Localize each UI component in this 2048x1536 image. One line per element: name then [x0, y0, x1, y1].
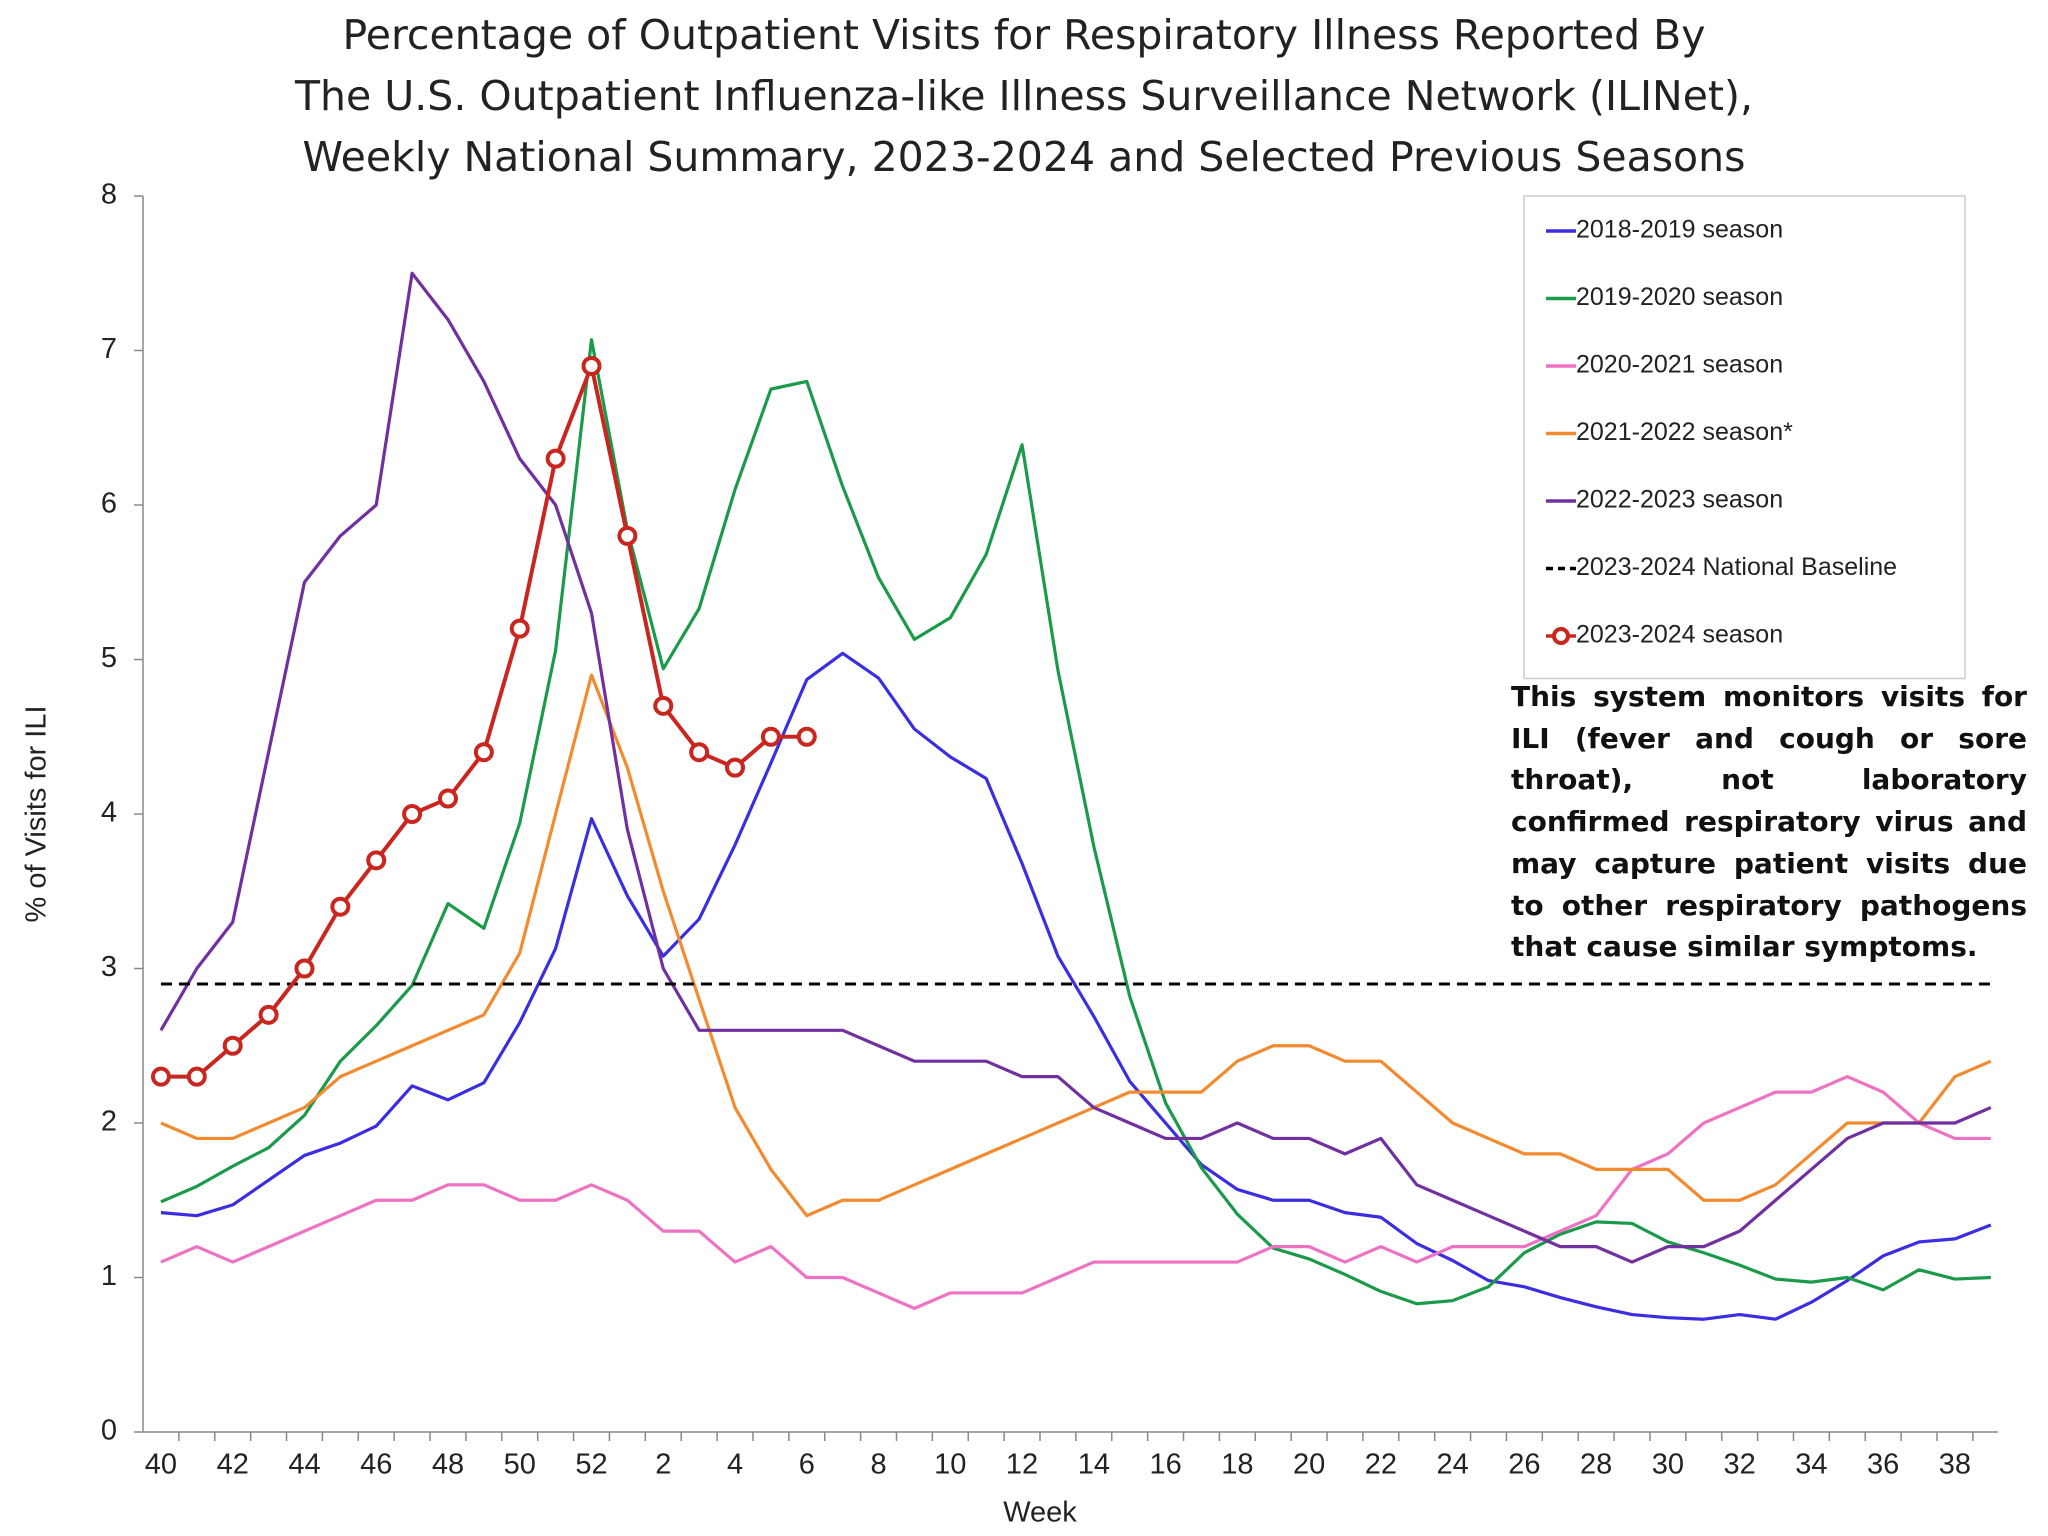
y-tick-label: 2	[101, 1106, 117, 1138]
x-tick-label: 44	[288, 1449, 320, 1481]
x-tick-label: 34	[1795, 1449, 1827, 1481]
data-point	[330, 896, 351, 917]
x-tick-label: 14	[1078, 1449, 1110, 1481]
data-point	[545, 448, 566, 469]
x-tick-label: 4	[727, 1449, 743, 1481]
y-tick-label: 7	[101, 333, 117, 365]
legend-label: 2021-2022 season*	[1576, 418, 1793, 446]
x-tick-label: 38	[1939, 1449, 1971, 1481]
data-point	[402, 804, 423, 824]
data-point	[150, 1066, 171, 1087]
legend: 2018-2019 season 2019-2020 season 2020-202…	[1523, 195, 1966, 680]
x-tick-label: 26	[1508, 1449, 1540, 1481]
y-tick-label: 8	[101, 179, 117, 211]
chart-title: Percentage of Outpatient Visits for Resp…	[342, 11, 1705, 59]
x-tick-label: 48	[432, 1449, 464, 1481]
legend-label: 2023-2024 season	[1576, 621, 1783, 649]
y-tick-label: 0	[101, 1415, 117, 1447]
legend-label: 2018-2019 season	[1576, 216, 1783, 244]
x-axis-label: Week	[1003, 1497, 1077, 1529]
x-tick-label: 10	[934, 1449, 966, 1481]
data-point	[366, 850, 387, 871]
x-tick-label: 6	[799, 1449, 815, 1481]
x-tick-label: 50	[504, 1449, 536, 1481]
legend-label: 2022-2023 season	[1576, 486, 1783, 514]
chart-title: Weekly National Summary, 2023-2024 and S…	[302, 133, 1745, 181]
legend-marker	[1552, 627, 1570, 645]
chart-title: The U.S. Outpatient Influenza-like Illne…	[294, 72, 1753, 120]
data-point	[186, 1066, 207, 1087]
series-line	[160, 673, 1992, 1218]
legend-label: 2019-2020 season	[1576, 283, 1783, 311]
data-point	[760, 726, 781, 747]
data-point	[581, 355, 602, 376]
data-point	[294, 958, 315, 979]
data-point	[258, 1004, 279, 1025]
x-tick-label: 46	[360, 1449, 392, 1481]
x-tick-label: 20	[1293, 1449, 1325, 1481]
data-point	[437, 788, 458, 809]
x-tick-label: 18	[1221, 1449, 1253, 1481]
x-tick-label: 16	[1149, 1449, 1181, 1481]
data-point	[725, 757, 746, 778]
data-point	[617, 525, 638, 546]
data-point	[509, 618, 530, 639]
data-point	[689, 742, 710, 763]
legend-label: 2020-2021 season	[1576, 351, 1783, 379]
x-tick-label: 52	[575, 1449, 607, 1481]
data-point	[653, 695, 674, 716]
x-tick-label: 36	[1867, 1449, 1899, 1481]
x-tick-label: 24	[1436, 1449, 1468, 1481]
x-tick-label: 40	[145, 1449, 177, 1481]
legend-box	[1523, 195, 1966, 680]
series-line	[160, 1075, 1991, 1311]
x-tick-label: 8	[870, 1449, 886, 1481]
x-tick-label: 2	[655, 1449, 671, 1481]
annotation: This system monitors visits for ILI (fev…	[1511, 680, 2027, 964]
y-tick-label: 1	[101, 1260, 117, 1292]
y-tick-label: 4	[101, 797, 117, 829]
data-point	[473, 742, 494, 763]
x-tick-label: 32	[1724, 1449, 1756, 1481]
data-point	[222, 1035, 243, 1056]
x-tick-label: 28	[1580, 1449, 1612, 1481]
series-line	[160, 651, 1992, 1321]
series-line	[159, 271, 1992, 1264]
x-tick-label: 30	[1652, 1449, 1684, 1481]
x-tick-label: 12	[1006, 1449, 1038, 1481]
y-tick-label: 3	[101, 951, 117, 983]
x-tick-label: 42	[217, 1449, 249, 1481]
y-tick-label: 6	[101, 488, 117, 520]
y-axis-label: % of Visits for ILI	[21, 705, 53, 922]
data-point	[796, 726, 817, 747]
legend-label: 2023-2024 National Baseline	[1576, 553, 1897, 581]
x-tick-label: 22	[1365, 1449, 1397, 1481]
y-tick-label: 5	[101, 642, 117, 674]
series-line	[160, 363, 807, 1079]
